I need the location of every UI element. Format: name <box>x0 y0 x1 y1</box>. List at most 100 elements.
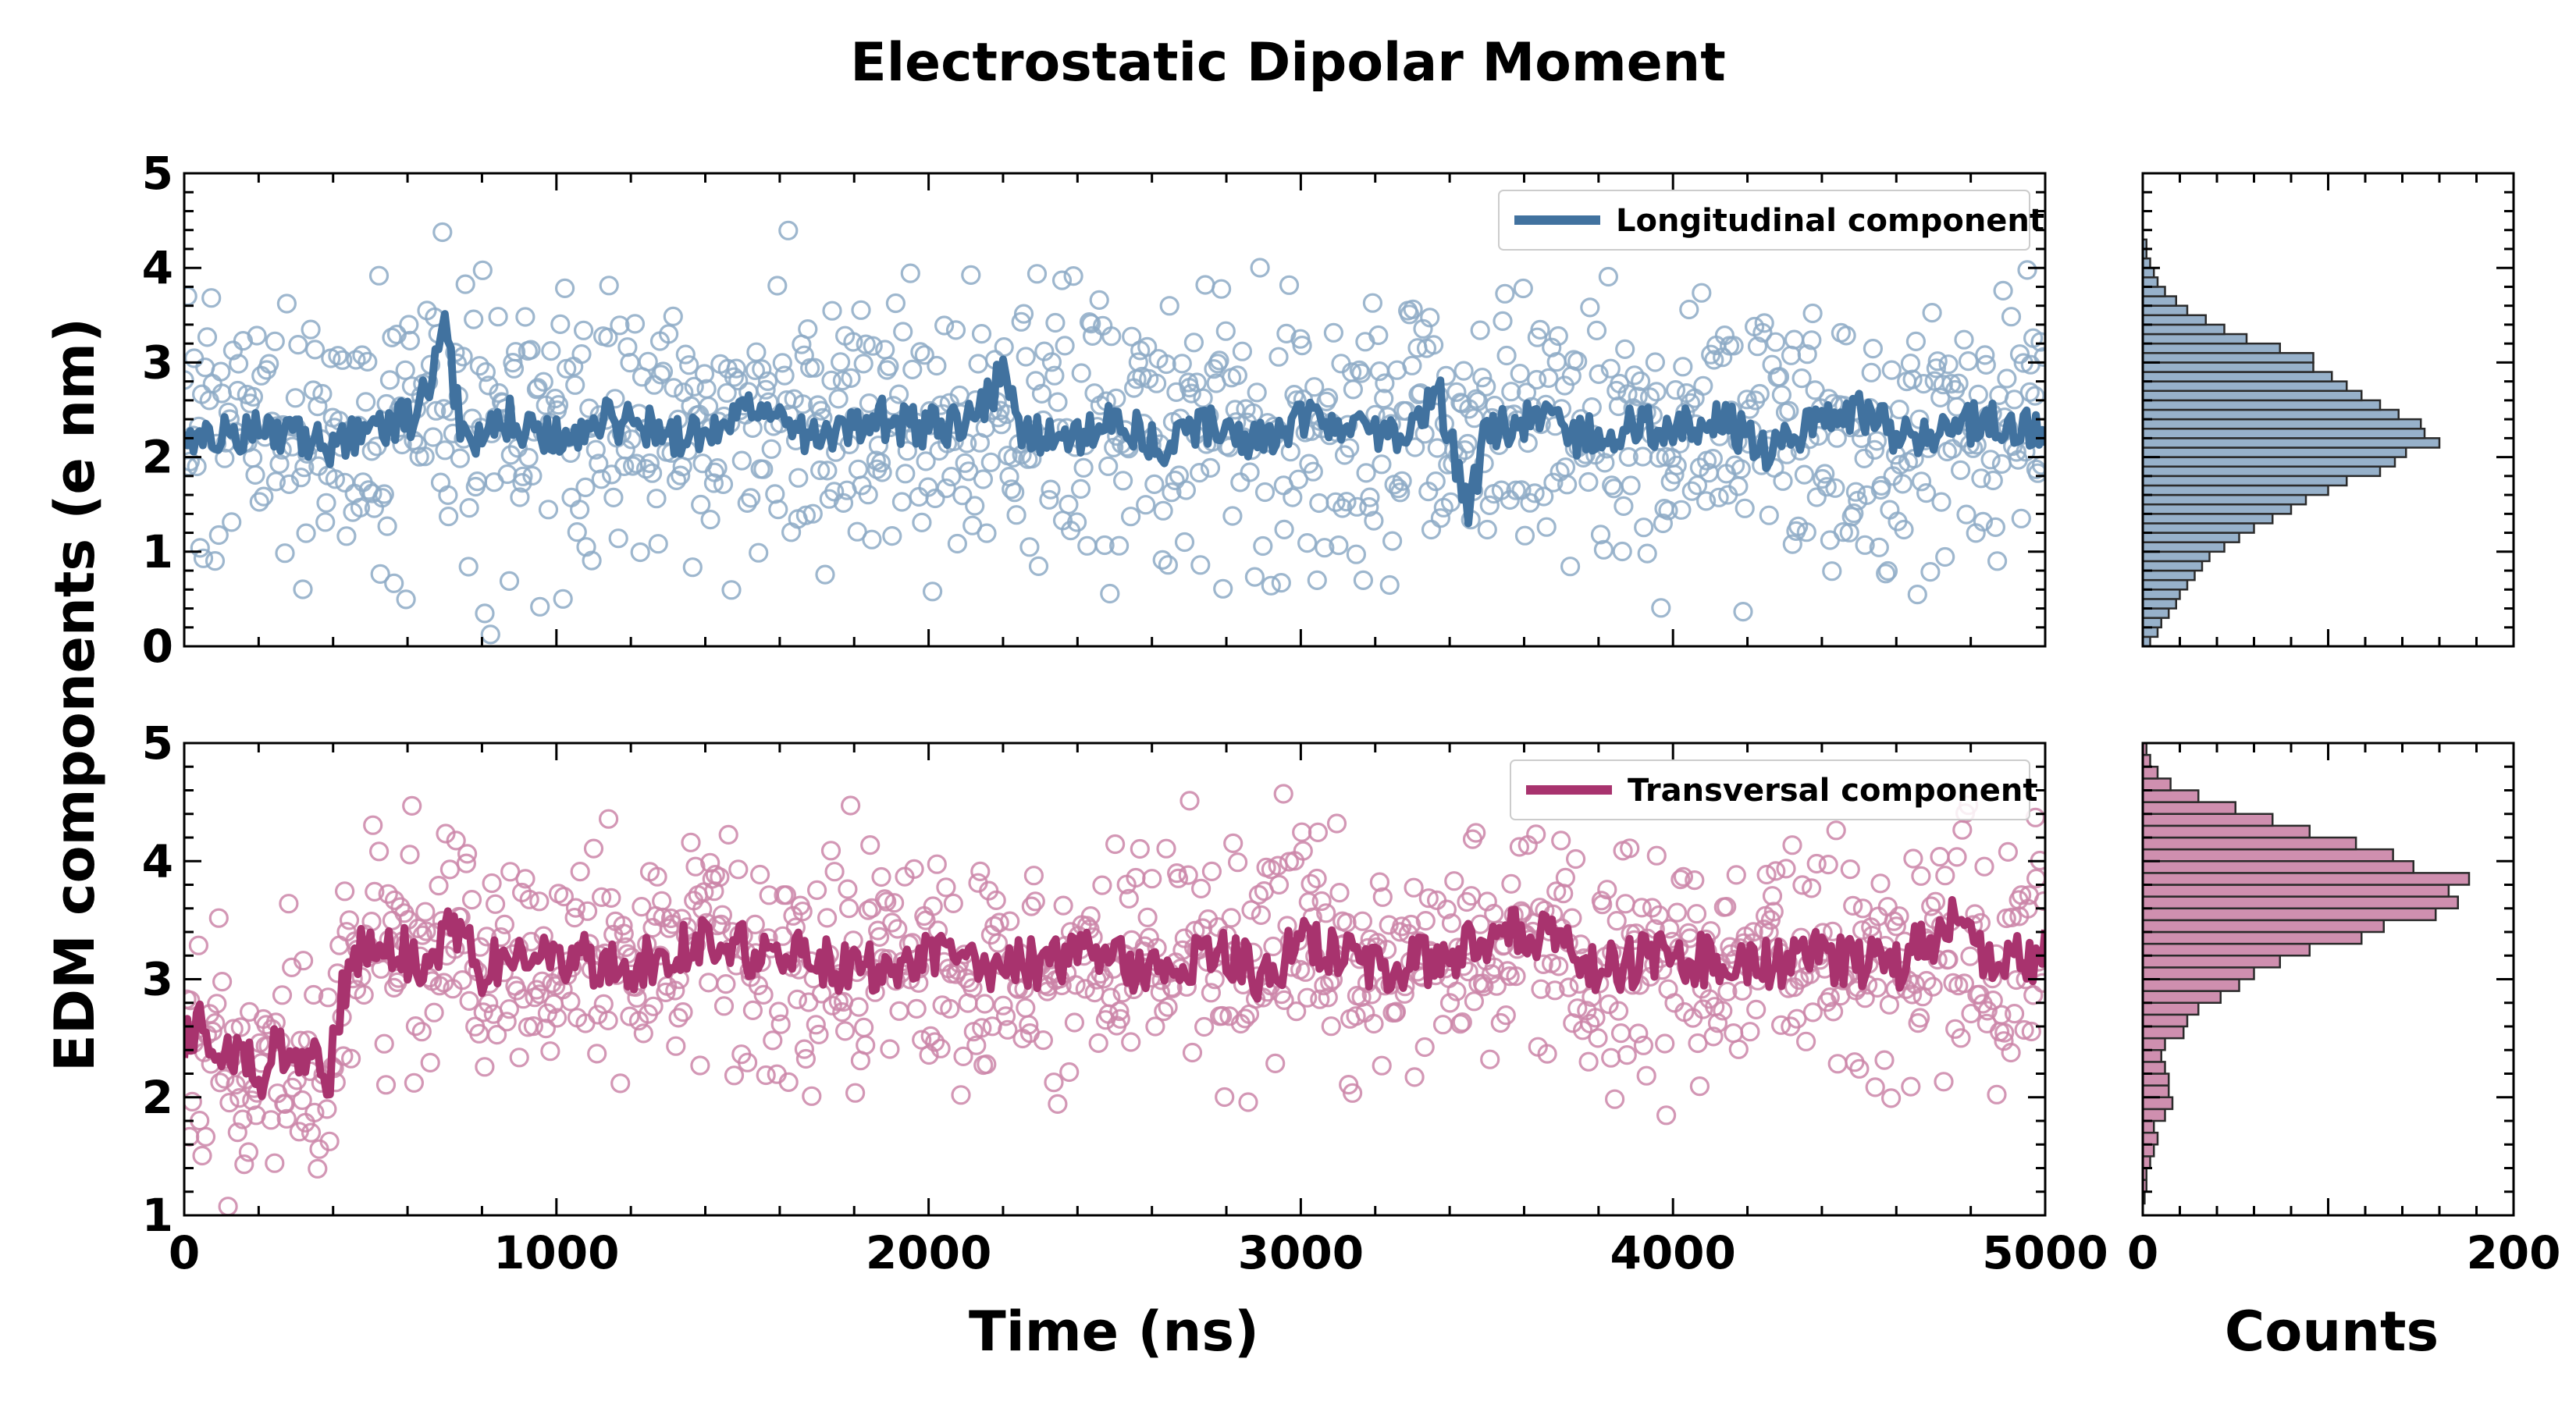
scatter-point <box>1362 293 1383 313</box>
scatter-point <box>1686 904 1707 924</box>
scatter-point <box>1268 874 1290 895</box>
scatter-point <box>1713 1001 1733 1021</box>
scatter-point <box>1703 1026 1724 1047</box>
scatter-point <box>1717 981 1738 1001</box>
scatter-point <box>912 1030 932 1050</box>
scatter-point <box>234 1154 254 1175</box>
scatter-point <box>430 472 451 493</box>
scatter-point <box>1322 969 1343 990</box>
scatter-point <box>1265 1053 1286 1074</box>
scatter-point <box>505 342 526 362</box>
scatter-point <box>535 1018 557 1039</box>
longitudinal-axes-frame <box>183 172 2047 648</box>
scatter-point <box>1051 270 1073 290</box>
scatter-point <box>817 908 838 928</box>
scatter-point <box>374 1033 394 1054</box>
scatter-point <box>994 337 1014 357</box>
histogram-bar <box>2141 1131 2159 1146</box>
scatter-point <box>1578 471 1599 493</box>
histogram-bar <box>2141 475 2348 487</box>
scatter-point <box>884 893 905 913</box>
scatter-point <box>1877 560 1898 582</box>
scatter-point <box>218 1197 238 1215</box>
scatter-point <box>624 314 646 334</box>
scatter-point <box>1453 361 1474 381</box>
scatter-point <box>1948 373 1969 393</box>
scatter-point <box>1308 822 1329 843</box>
scatter-point <box>1059 1062 1080 1083</box>
histogram-bar <box>2141 437 2441 449</box>
scatter-point <box>1145 1016 1165 1037</box>
scatter-point <box>1827 428 1847 448</box>
scatter-point <box>1347 496 1367 517</box>
scatter-point <box>1500 489 1520 510</box>
scatter-point <box>977 1054 997 1075</box>
scatter-point <box>1938 949 1959 969</box>
scatter-point <box>1731 459 1751 479</box>
scatter-point <box>1987 1084 2007 1104</box>
scatter-point <box>840 795 861 816</box>
scatter-point <box>1910 1008 1930 1028</box>
scatter-point <box>1414 1037 1435 1058</box>
scatter-point <box>1600 358 1621 379</box>
scatter-point <box>229 354 249 374</box>
histogram-bar <box>2141 266 2155 279</box>
scatter-point <box>1311 891 1332 912</box>
scatter-point <box>1567 351 1588 372</box>
scatter-point <box>681 832 701 852</box>
scatter-point <box>1402 355 1422 375</box>
scatter-point <box>1452 1012 1472 1033</box>
scatter-point <box>745 914 765 935</box>
scatter-point <box>882 912 902 933</box>
scatter-point <box>459 991 479 1012</box>
y-tick-label: 5 <box>142 147 173 200</box>
histogram-bar <box>2141 541 2226 553</box>
scatter-point <box>1894 519 1914 540</box>
y-tick-label: 2 <box>142 431 173 484</box>
scatter-point <box>2023 985 2044 1005</box>
longitudinal-panel: 0 1 2 3 4 5 Longitudinal component <box>142 147 2047 673</box>
scatter-point <box>603 487 624 508</box>
scatter-point <box>1201 861 1222 882</box>
scatter-point <box>1693 999 1713 1019</box>
scatter-point <box>1165 470 1185 491</box>
scatter-point <box>1692 283 1712 303</box>
scatter-point <box>1031 383 1052 404</box>
scatter-point <box>485 894 506 914</box>
scatter-point <box>541 341 561 361</box>
scatter-point <box>923 896 943 916</box>
scatter-point <box>961 265 981 285</box>
scatter-point <box>1166 382 1187 402</box>
scatter-point <box>1209 350 1229 371</box>
scatter-point <box>1881 360 1902 380</box>
scatter-point <box>1225 400 1245 420</box>
scatter-point <box>1159 296 1179 316</box>
histogram-bar <box>2141 522 2255 534</box>
transversal-panel: 1 2 3 4 5 0 1000 2000 3000 4000 5000 Transversal co… <box>142 717 2108 1279</box>
scatter-point <box>272 985 293 1005</box>
histogram-bar <box>2141 1049 2162 1063</box>
scatter-point <box>650 365 671 385</box>
scatter-point <box>1399 304 1420 325</box>
scatter-point <box>1805 380 1825 400</box>
scatter-point <box>1593 539 1614 560</box>
scatter-point <box>1486 976 1507 996</box>
scatter-point <box>788 468 809 488</box>
scatter-point <box>1066 975 1086 995</box>
scatter-point <box>1073 457 1094 478</box>
scatter-point <box>1998 841 2018 863</box>
scatter-point <box>875 340 895 360</box>
scatter-point <box>238 1142 258 1162</box>
scatter-point <box>753 984 774 1005</box>
scatter-point <box>571 344 592 365</box>
histogram-bar <box>2141 1084 2170 1098</box>
scatter-point <box>756 379 776 400</box>
histogram-bar <box>2141 427 2426 439</box>
scatter-point <box>1247 382 1267 403</box>
histogram-bar <box>2141 342 2281 354</box>
scatter-point <box>971 324 992 344</box>
scatter-point <box>673 1001 693 1023</box>
scatter-point <box>1534 486 1554 507</box>
y-tick-label: 5 <box>142 717 173 770</box>
scatter-point <box>1128 352 1148 372</box>
